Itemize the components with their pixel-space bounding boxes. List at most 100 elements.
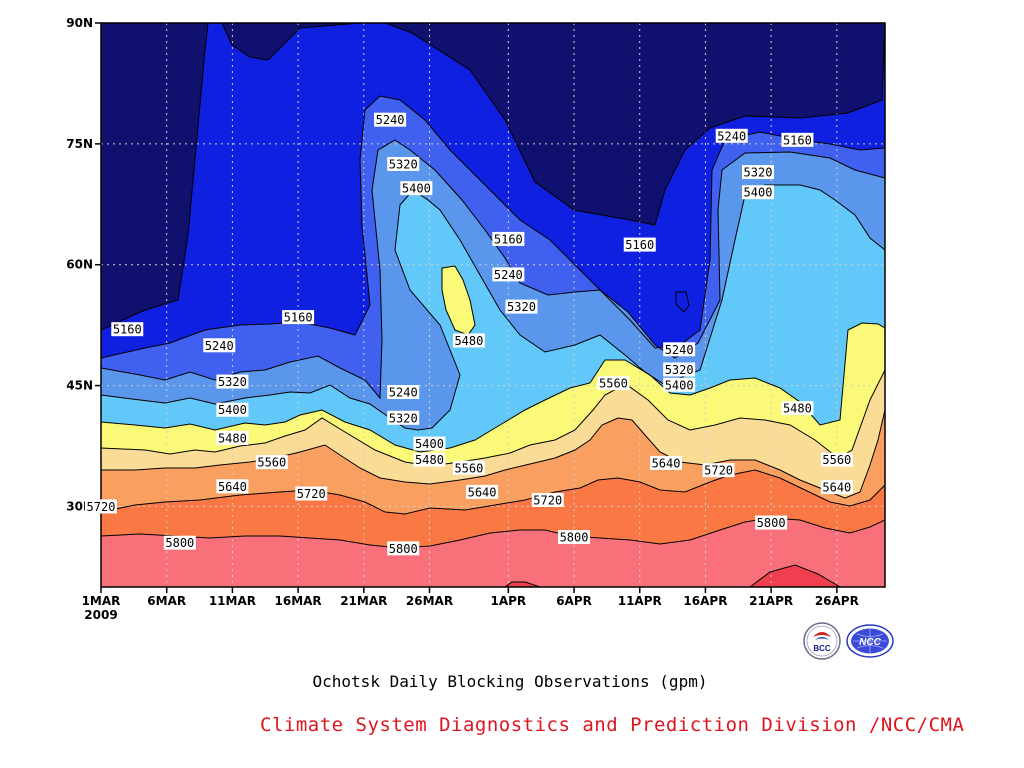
- contour-label-text: 5320: [389, 411, 418, 425]
- x-tick-label: 11APR: [618, 594, 662, 608]
- contour-label-bg: [650, 455, 683, 470]
- contour-label-bg: [216, 430, 249, 445]
- contour-label-bg: [781, 132, 814, 147]
- axis-ticks: 1MAR 6MAR 11MAR 16MAR 21MAR 26MAR 1APR 6APR 11AP…: [66, 16, 859, 622]
- contour-label-text: 5320: [389, 158, 418, 172]
- contour-label: 5240: [387, 385, 420, 400]
- contour-label-bg: [452, 333, 485, 348]
- contour-label-bg: [452, 460, 485, 475]
- x-tick-label: 6MAR: [147, 594, 186, 608]
- contour-label-bg: [702, 463, 735, 478]
- contour-label: 5160: [623, 237, 656, 252]
- ncc-logo-text: NCC: [859, 637, 881, 648]
- x-year-label: 2009: [84, 608, 117, 622]
- contour-line-5720: [101, 469, 885, 515]
- contour-label-bg: [413, 452, 446, 467]
- credit-line: Climate System Diagnostics and Predictio…: [260, 714, 965, 736]
- contour-label: 5320: [387, 157, 420, 172]
- contour-label-bg: [413, 436, 446, 451]
- contour-label-bg: [387, 410, 420, 425]
- contour-label: 5560: [452, 460, 485, 475]
- contour-label-text: 5560: [454, 461, 483, 475]
- contour-label-bg: [216, 402, 249, 417]
- contour-label-text: 5240: [389, 386, 418, 400]
- contour-label: 5640: [216, 479, 249, 494]
- contour-label-text: 5800: [757, 516, 786, 530]
- contour-label-text: 5720: [704, 464, 733, 478]
- contour-label: 5400: [742, 185, 774, 200]
- contour-label-bg: [558, 530, 591, 545]
- contour-label: 5480: [413, 452, 446, 467]
- contour-label-text: 5560: [599, 377, 628, 391]
- contour-label-bg: [755, 515, 788, 530]
- contour-label: 5720: [85, 499, 117, 514]
- contour-label-text: 5800: [389, 542, 418, 556]
- contour-line-5320: [101, 139, 885, 400]
- pocket-5480: [441, 265, 476, 336]
- contour-label-text: 5240: [205, 339, 234, 353]
- contour-label: 5400: [400, 181, 433, 196]
- contour-label-bg: [295, 486, 328, 501]
- contour-label: 5800: [558, 530, 591, 545]
- contour-label-text: 5160: [625, 238, 654, 252]
- contour-label-text: 5160: [284, 311, 313, 325]
- contour-label-text: 5720: [533, 493, 562, 507]
- x-tick-label: 26APR: [815, 594, 859, 608]
- pocket-5880-b: [749, 564, 841, 587]
- contour-label: 5160: [781, 132, 814, 147]
- contour-label: 5240: [715, 128, 748, 143]
- contour-label-bg: [820, 480, 853, 495]
- contour-label-text: 5160: [494, 232, 523, 246]
- contour-label-text: 5560: [822, 453, 851, 467]
- contour-label: 5560: [820, 452, 853, 467]
- contour-label: 5160: [111, 322, 144, 337]
- contour-label-text: 5240: [717, 129, 746, 143]
- contour-label: 5720: [531, 492, 564, 507]
- contour-label-text: 5640: [468, 485, 497, 499]
- contour-label-bg: [216, 479, 249, 494]
- chart-title: Ochotsk Daily Blocking Observations (gpm…: [312, 672, 708, 691]
- contour-labels: 5160516052405320540054805560564057205720…: [85, 112, 853, 556]
- contour-label-text: 5160: [113, 323, 142, 337]
- contour-label-text: 5400: [665, 378, 694, 392]
- contour-label: 5640: [466, 484, 499, 499]
- contour-label: 5240: [203, 338, 236, 353]
- contour-label: 5480: [781, 401, 814, 416]
- contour-label-text: 5720: [87, 500, 116, 514]
- x-tick-label: 26MAR: [406, 594, 453, 608]
- contour-label: 5800: [163, 535, 196, 550]
- contour-label-bg: [111, 322, 144, 337]
- contour-label-bg: [623, 237, 656, 252]
- contour-label-text: 5480: [454, 334, 483, 348]
- contour-label-bg: [255, 455, 288, 470]
- contour-label: 5720: [702, 463, 735, 478]
- contour-label-text: 5640: [218, 480, 247, 494]
- contour-label-text: 5400: [218, 403, 247, 417]
- y-tick-label: 45N: [66, 379, 93, 393]
- x-tick-label: 16APR: [683, 594, 727, 608]
- contour-label-text: 5640: [822, 481, 851, 495]
- contour-label-text: 5320: [665, 363, 694, 377]
- x-tick-label: 1MAR: [82, 594, 121, 608]
- contour-label-bg: [216, 374, 249, 389]
- y-tick-label: 90N: [66, 16, 93, 30]
- contour-label-bg: [387, 385, 420, 400]
- contour-label: 5320: [742, 165, 774, 180]
- contour-label-bg: [163, 535, 196, 550]
- contour-label-text: 5480: [415, 453, 444, 467]
- contour-label-bg: [715, 128, 748, 143]
- contour-label: 5800: [755, 515, 788, 530]
- contour-label-text: 5480: [218, 431, 247, 445]
- contour-label-bg: [820, 452, 853, 467]
- contour-label-bg: [781, 401, 814, 416]
- pocket-5240: [675, 291, 690, 313]
- x-tick-label: 16MAR: [275, 594, 322, 608]
- contour-label-text: 5400: [415, 437, 444, 451]
- contour-label: 5320: [216, 374, 249, 389]
- x-tick-label: 1APR: [491, 594, 527, 608]
- contour-label-text: 5720: [297, 487, 326, 501]
- contour-label-text: 5480: [783, 402, 812, 416]
